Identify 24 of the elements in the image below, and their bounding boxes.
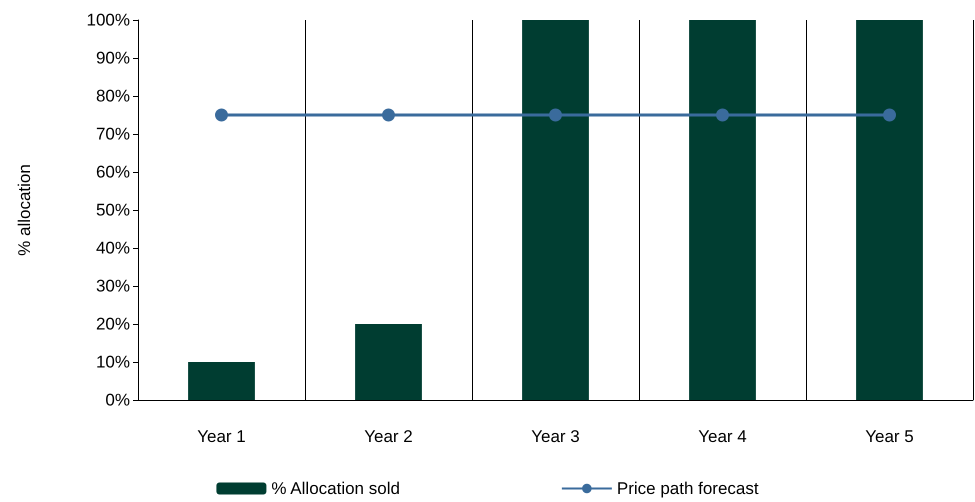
bar (689, 20, 756, 400)
y-tick-label: 0% (105, 390, 130, 410)
y-tick-label: 50% (96, 200, 130, 220)
x-tick-label: Year 5 (865, 427, 914, 446)
y-axis-title: % allocation (15, 164, 34, 256)
y-tick-label: 60% (96, 162, 130, 182)
y-tick-label: 100% (86, 10, 130, 30)
bar (188, 362, 255, 400)
x-tick-label: Year 4 (698, 427, 747, 446)
y-tick-label: 20% (96, 314, 130, 334)
bar (522, 20, 589, 400)
legend-label: % Allocation sold (271, 479, 400, 498)
y-tick-label: 90% (96, 48, 130, 68)
bar (355, 324, 422, 400)
legend-label: Price path forecast (616, 479, 759, 498)
x-tick-label: Year 1 (197, 427, 246, 446)
x-tick-label: Year 2 (364, 427, 413, 446)
bar (856, 20, 923, 400)
y-tick-label: 40% (96, 238, 130, 258)
y-tick-label: 10% (96, 352, 130, 372)
y-tick-label: 80% (96, 86, 130, 106)
y-tick-label: 30% (96, 276, 130, 296)
x-tick-label: Year 3 (531, 427, 580, 446)
y-tick-label: 70% (96, 124, 130, 144)
